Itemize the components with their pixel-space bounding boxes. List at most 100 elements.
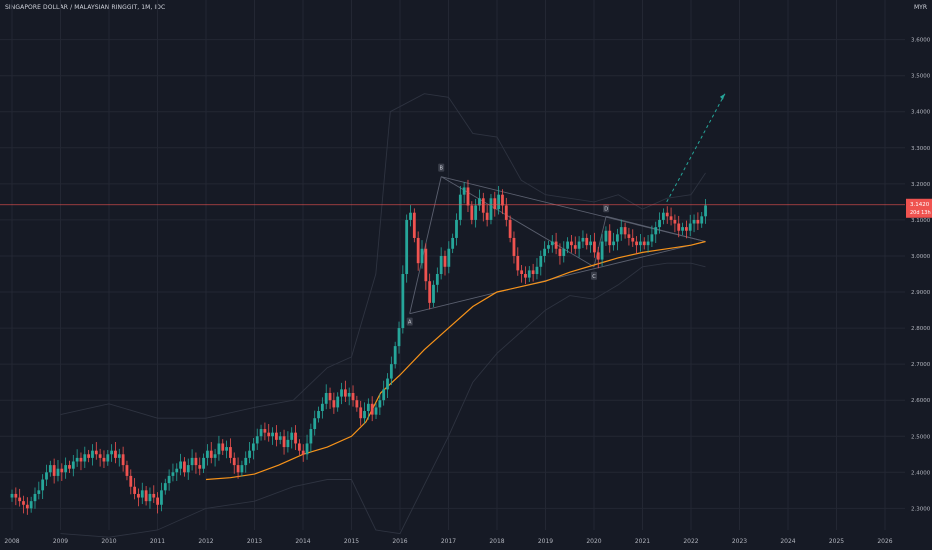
candle-body (650, 234, 654, 242)
candle-body (152, 493, 156, 498)
candle-body (129, 475, 133, 487)
candle-body (317, 411, 320, 419)
candle-body (558, 248, 562, 256)
candle-body (642, 241, 646, 246)
candle-body (478, 198, 481, 206)
candle-body (397, 328, 401, 347)
currency-label: MYR (914, 4, 928, 11)
candle-body (60, 468, 64, 473)
candle-body (94, 450, 98, 455)
candle-body (412, 212, 416, 238)
candle-body (347, 392, 351, 397)
x-tick-label: 2015 (344, 538, 359, 545)
candle-body (593, 241, 596, 253)
x-tick-label: 2011 (150, 538, 165, 545)
y-tick-label: 2.7000 (911, 362, 931, 368)
candle-body (619, 227, 623, 235)
candle-body (106, 454, 110, 462)
candle-body (677, 223, 681, 231)
candle-body (455, 219, 458, 238)
candle-body (336, 396, 340, 408)
candle-body (206, 450, 209, 458)
candle-body (616, 234, 619, 242)
candle-body (294, 432, 297, 444)
x-tick-label: 2020 (586, 538, 601, 545)
candle-body (229, 447, 232, 458)
candle-body (696, 219, 700, 224)
wave-label-box (438, 163, 445, 172)
candle-body (186, 465, 190, 473)
candle-body (401, 274, 405, 329)
y-axis: 2.3000 2.4000 2.5000 2.6000 2.7000 2.8000 2.90… (911, 38, 931, 513)
y-tick-label: 3.0000 (911, 254, 931, 260)
bollinger-bands (60, 93, 706, 538)
candle-body (585, 237, 589, 246)
candle-body (681, 227, 684, 231)
candle-body (148, 493, 152, 502)
candle-body (520, 270, 524, 274)
candle-body (267, 432, 271, 437)
moving-average-line (205, 240, 706, 481)
candle-body (577, 241, 581, 249)
upper-trendline (441, 176, 706, 242)
candle-body (366, 403, 370, 412)
moving-average (205, 240, 706, 481)
candle-body (635, 241, 638, 246)
y-tick-label: 2.9000 (911, 290, 931, 296)
candle-body (355, 400, 359, 408)
candle-body (501, 194, 504, 206)
candle-body (424, 248, 428, 282)
candle-body (447, 248, 451, 267)
x-tick-label: 2022 (683, 538, 698, 545)
candle-body (485, 212, 489, 220)
x-tick-label: 2009 (53, 538, 68, 545)
candle-body (213, 454, 217, 458)
candle-body (581, 237, 585, 242)
candle-body (493, 198, 497, 210)
candle-body (688, 223, 692, 231)
candle-body (14, 493, 18, 498)
candle-body (462, 187, 466, 195)
candle-body (225, 447, 228, 451)
candle-body (332, 400, 336, 408)
candle-body (374, 407, 378, 415)
candle-body (343, 389, 347, 397)
x-tick-label: 2021 (635, 538, 650, 545)
candle-body (547, 245, 550, 249)
x-tick-label: 2019 (538, 538, 553, 545)
candle-body (612, 241, 615, 246)
candle-body (378, 400, 382, 408)
candle-body (340, 389, 343, 397)
candle-body (704, 205, 707, 217)
wave-label: A (408, 320, 412, 326)
candle-body (179, 461, 182, 469)
candle-body (110, 450, 114, 455)
wave-label-box (406, 317, 413, 326)
candle-body (432, 284, 435, 303)
candle-body (198, 465, 202, 469)
candle-body (428, 281, 432, 303)
candle-body (52, 465, 56, 476)
candle-body (117, 454, 121, 458)
candle-body (29, 501, 33, 509)
candle-body (259, 429, 263, 437)
candle-body (654, 227, 658, 235)
candle-body (631, 237, 635, 242)
candle-body (700, 216, 704, 224)
candle-body (64, 465, 68, 473)
candle-body (416, 237, 420, 264)
candle-body (25, 504, 29, 509)
x-axis: 2008 2009 2010 2011 2012 2013 2014 2015 2016 2017… (4, 538, 892, 545)
candle-body (351, 392, 355, 401)
x-tick-label: 2025 (829, 538, 844, 545)
candle-body (481, 198, 485, 213)
candle-body (98, 454, 102, 458)
candle-body (22, 501, 25, 505)
candle-body (508, 219, 512, 238)
candle-body (646, 241, 650, 246)
candle-body (297, 443, 301, 451)
candle-body (305, 443, 309, 455)
candle-body (244, 457, 248, 466)
triangle-pattern: B A C D (406, 93, 726, 326)
